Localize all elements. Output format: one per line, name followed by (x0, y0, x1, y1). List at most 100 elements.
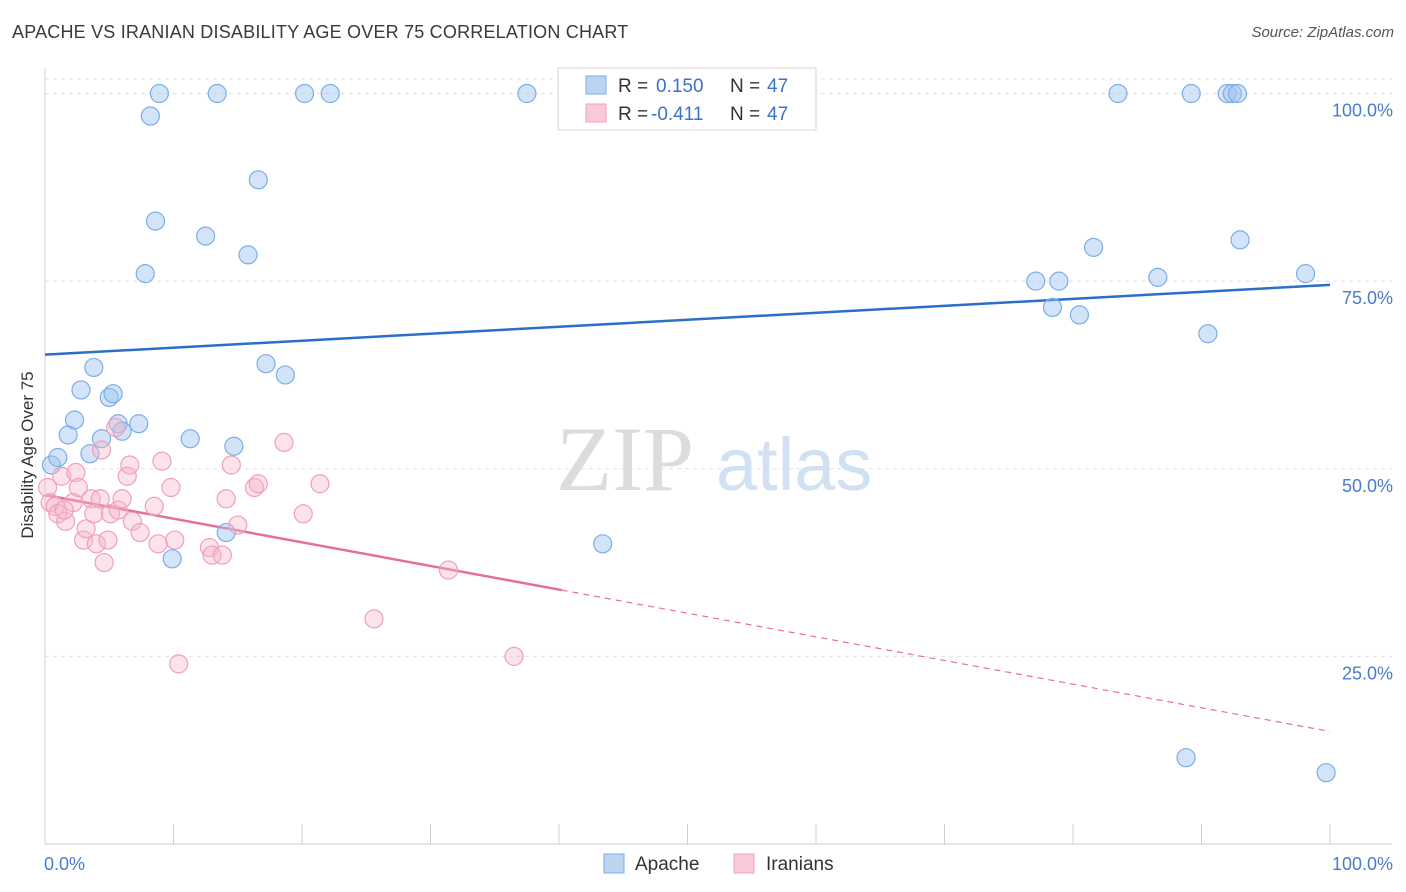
apache-point-3 (64, 410, 85, 430)
iranians-point-39 (274, 432, 294, 453)
iranians-point-18 (106, 417, 126, 438)
apache-point-20 (207, 83, 227, 104)
iranians-point-21 (117, 466, 137, 486)
apache-point-33 (1049, 271, 1069, 291)
legend-n-label-1: N = (730, 76, 760, 97)
legend-r-label-1: R = (618, 76, 648, 97)
iranians-point-46 (54, 500, 74, 520)
iranians-point-20 (112, 489, 132, 509)
legend-n-value-2: 47 (767, 104, 788, 125)
iranians-point-28 (161, 477, 181, 498)
iranians-point-3 (52, 466, 72, 486)
apache-point-23 (238, 245, 258, 265)
iranians-point-45 (37, 477, 58, 498)
chart-title: APACHE VS IRANIAN DISABILITY AGE OVER 75… (12, 22, 629, 42)
apache-point-4 (71, 380, 91, 400)
iranians-point-41 (310, 474, 330, 494)
legend-swatch-iranians (585, 103, 607, 123)
apache-point-25 (256, 354, 276, 374)
legend-n-label-2: N = (730, 104, 760, 125)
axes (44, 68, 1392, 845)
trend-lines (44, 283, 1331, 733)
apache-point-43 (1227, 83, 1248, 104)
iranians-point-38 (248, 474, 268, 494)
iranians-point-15 (94, 552, 114, 573)
apache-point-46 (1316, 763, 1336, 783)
x-tick-label-min: 0.0% (44, 854, 85, 874)
apache-point-36 (1108, 83, 1128, 104)
iranians-point-30 (169, 654, 189, 674)
apache-point-30 (593, 534, 613, 554)
iranians-point-33 (212, 545, 232, 565)
iranians-point-37 (244, 477, 265, 498)
apache-point-41 (1217, 83, 1237, 104)
chart-source: Source: ZipAtlas.com (1251, 24, 1394, 41)
apache-point-27 (294, 83, 315, 104)
iranians-point-6 (66, 462, 86, 483)
apache-point-7 (91, 429, 112, 449)
legend-r-value-2: -0.411 (651, 104, 703, 125)
iranians-point-12 (86, 534, 107, 554)
iranians-trend-line-dashed (561, 589, 1331, 733)
apache-point-17 (162, 549, 182, 569)
iranians-point-34 (216, 489, 236, 509)
apache-point-38 (1181, 83, 1201, 104)
apache-point-16 (149, 83, 169, 104)
apache-point-19 (196, 226, 216, 246)
iranians-point-35 (221, 455, 241, 475)
iranians-point-9 (76, 519, 96, 539)
iranians-point-16 (98, 530, 118, 550)
grid-lines (45, 78, 1392, 657)
apache-point-5 (80, 444, 100, 464)
apache-point-45 (1295, 264, 1316, 284)
apache-point-34 (1069, 305, 1090, 325)
y-tick-labels: 25.0% 50.0% 75.0% 100.0% (1332, 101, 1393, 684)
bottom-legend-apache: Apache (635, 854, 699, 875)
apache-point-29 (517, 83, 537, 104)
legend-swatch-apache (585, 75, 607, 95)
bottom-legend-swatch-apache (603, 853, 625, 874)
y-tick-label-25: 25.0% (1342, 663, 1393, 683)
apache-point-40 (1198, 324, 1218, 344)
iranians-point-19 (108, 500, 128, 520)
iranians-point-14 (91, 440, 112, 460)
apache-point-28 (320, 83, 340, 104)
legend-bottom: Apache Iranians (603, 853, 834, 875)
apache-point-6 (84, 357, 104, 378)
x-tick-label-max: 100.0% (1332, 854, 1393, 874)
x-tick-labels: 0.0% 100.0% (44, 854, 1393, 874)
iranians-point-44 (504, 646, 524, 666)
bottom-legend-swatch-iranians (733, 853, 755, 874)
iranians-point-25 (144, 496, 164, 516)
apache-point-24 (248, 170, 268, 190)
apache-point-32 (1042, 297, 1063, 318)
iranians-point-29 (165, 530, 185, 550)
bottom-legend-iranians: Iranians (766, 854, 834, 875)
apache-point-9 (103, 384, 123, 404)
watermark-zip: ZIP (556, 408, 694, 510)
iranians-point-27 (152, 451, 172, 471)
y-tick-label-50: 50.0% (1342, 476, 1393, 496)
apache-point-37 (1148, 267, 1168, 287)
y-axis-title: Disability Age Over 75 (18, 371, 37, 538)
apache-point-35 (1083, 237, 1104, 257)
legend-top: R = 0.150 N = 47 R = -0.411 N = 47 (557, 67, 817, 131)
apache-point-39 (1176, 748, 1196, 768)
legend-n-value-1: 47 (767, 76, 788, 97)
iranians-point-43 (438, 560, 459, 580)
apache-point-8 (99, 387, 119, 408)
legend-r-label-2: R = (618, 104, 648, 125)
apache-point-44 (1230, 230, 1250, 250)
iranians-point-13 (90, 489, 110, 509)
iranians-point-8 (73, 530, 94, 550)
iranians-point-24 (130, 522, 150, 543)
iranians-point-22 (120, 455, 140, 475)
apache-point-31 (1026, 271, 1046, 291)
apache-point-1 (48, 447, 68, 468)
legend-r-value-1: 0.150 (656, 76, 704, 97)
iranians-point-7 (68, 477, 89, 498)
apache-point-18 (180, 429, 200, 449)
iranians-point-42 (364, 609, 384, 629)
iranians-point-26 (148, 534, 168, 554)
